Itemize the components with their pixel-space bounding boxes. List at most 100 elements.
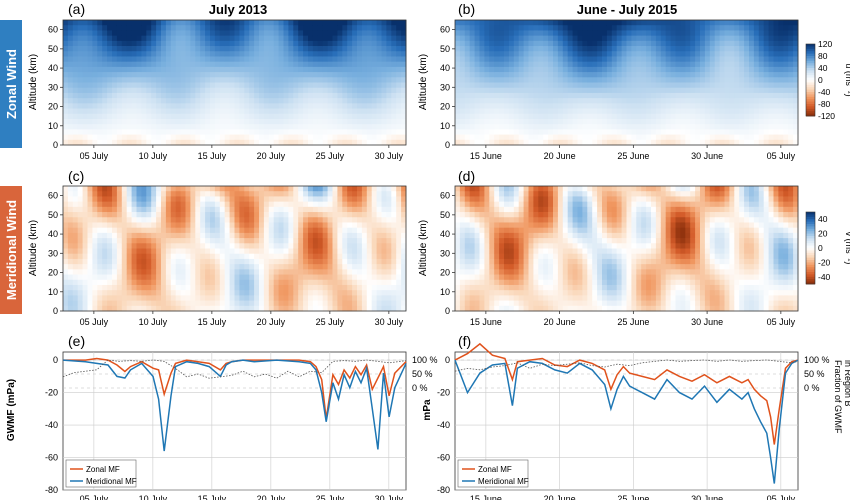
heatmap-cell: [739, 108, 745, 115]
heatmap-cell: [317, 134, 324, 141]
heatmap-cell: [557, 108, 564, 115]
heatmap-cell: [592, 103, 598, 109]
heatmap-cell: [744, 77, 750, 83]
heatmap-cell: [259, 212, 265, 218]
heatmap-cell: [131, 253, 137, 260]
heatmap-cell: [793, 56, 799, 63]
heatmap-cell: [768, 98, 774, 104]
heatmap-cell: [214, 212, 221, 218]
heatmap-cell: [67, 35, 74, 42]
heatmap-cell: [557, 103, 564, 109]
heatmap-cell: [97, 248, 103, 255]
heatmap-cell: [484, 139, 490, 146]
heatmap-cell: [690, 92, 696, 99]
heatmap-cell: [347, 258, 353, 265]
heatmap-cell: [175, 238, 181, 244]
heatmap-cell: [533, 108, 539, 115]
heatmap-cell: [77, 217, 83, 223]
heatmap-cell: [283, 61, 289, 68]
heatmap-cell: [347, 253, 353, 260]
heatmap-cell: [190, 66, 196, 73]
heatmap-cell: [190, 295, 196, 301]
heatmap-cell: [577, 66, 583, 73]
heatmap-cell: [317, 46, 324, 52]
heatmap-cell: [391, 87, 397, 94]
heatmap-cell: [597, 56, 603, 63]
heatmap-cell: [249, 186, 255, 192]
heatmap-cell: [234, 66, 240, 73]
heatmap-cell: [131, 129, 137, 135]
heatmap-cell: [67, 30, 74, 37]
heatmap-cell: [587, 87, 593, 94]
heatmap-cell: [518, 72, 524, 78]
y-tick-label: 20: [440, 102, 450, 112]
heatmap-cell: [288, 25, 294, 31]
heatmap-cell: [690, 30, 696, 37]
heatmap-cell: [185, 274, 191, 281]
heatmap-cell: [366, 212, 373, 218]
heatmap-cell: [626, 72, 632, 78]
heatmap-cell: [602, 20, 608, 26]
heatmap-cell: [616, 113, 622, 120]
heatmap-cell: [734, 98, 740, 104]
heatmap-cell: [273, 248, 279, 255]
heatmap-cell: [401, 46, 407, 52]
heatmap-cell: [92, 87, 98, 94]
heatmap-cell: [151, 66, 157, 73]
heatmap-cell: [298, 20, 304, 26]
heatmap-cell: [77, 269, 83, 275]
heatmap-cell: [655, 108, 662, 115]
heatmap-cell: [92, 227, 98, 234]
heatmap-cell: [107, 30, 113, 37]
heatmap-cell: [308, 40, 314, 47]
heatmap-cell: [361, 103, 368, 109]
heatmap-cell: [161, 134, 167, 141]
heatmap-cell: [72, 124, 79, 130]
heatmap-cell: [778, 46, 784, 52]
heatmap-cell: [366, 61, 373, 68]
heatmap-cell: [273, 30, 279, 37]
heatmap-cell: [572, 66, 578, 73]
heatmap-cell: [244, 264, 250, 270]
heatmap-cell: [165, 248, 172, 255]
heatmap-cell: [263, 72, 270, 78]
heatmap-cell: [685, 25, 691, 31]
heatmap-cell: [548, 56, 554, 63]
heatmap-cell: [327, 238, 333, 244]
heatmap-cell: [327, 134, 333, 141]
heatmap-cell: [298, 206, 304, 213]
heatmap-cell: [391, 40, 397, 47]
heatmap-cell: [126, 196, 132, 203]
column-title-right: June - July 2015: [577, 2, 677, 17]
heatmap-cell: [190, 82, 196, 89]
heatmap-cell: [332, 274, 338, 281]
heatmap-cell: [695, 134, 701, 141]
heatmap-cell: [582, 87, 588, 94]
heatmap-cell: [538, 51, 544, 57]
heatmap-cell: [205, 196, 211, 203]
heatmap-cell: [175, 30, 181, 37]
heatmap-cell: [141, 258, 147, 265]
heatmap-cell: [298, 139, 304, 146]
heatmap-cell: [312, 232, 319, 239]
heatmap-cell: [190, 40, 196, 47]
heatmap-cell: [778, 124, 784, 130]
heatmap-cell: [151, 274, 157, 281]
x-tick-label: 15 July: [198, 151, 227, 161]
heatmap-cell: [131, 108, 137, 115]
heatmap-cell: [739, 46, 745, 52]
heatmap-cell: [386, 40, 392, 47]
heatmap-cell: [602, 108, 608, 115]
heatmap-cell: [151, 196, 157, 203]
heatmap-cell: [116, 66, 123, 73]
heatmap-cell: [136, 248, 142, 255]
heatmap-cell: [533, 113, 539, 120]
heatmap-cell: [308, 25, 314, 31]
heatmap-cell: [121, 222, 128, 229]
heatmap-cell: [499, 87, 505, 94]
heatmap-cell: [254, 227, 260, 234]
heatmap-cell: [670, 20, 676, 26]
heatmap-cell: [156, 124, 162, 130]
heatmap-cell: [210, 279, 216, 286]
heatmap-cell: [621, 98, 627, 104]
